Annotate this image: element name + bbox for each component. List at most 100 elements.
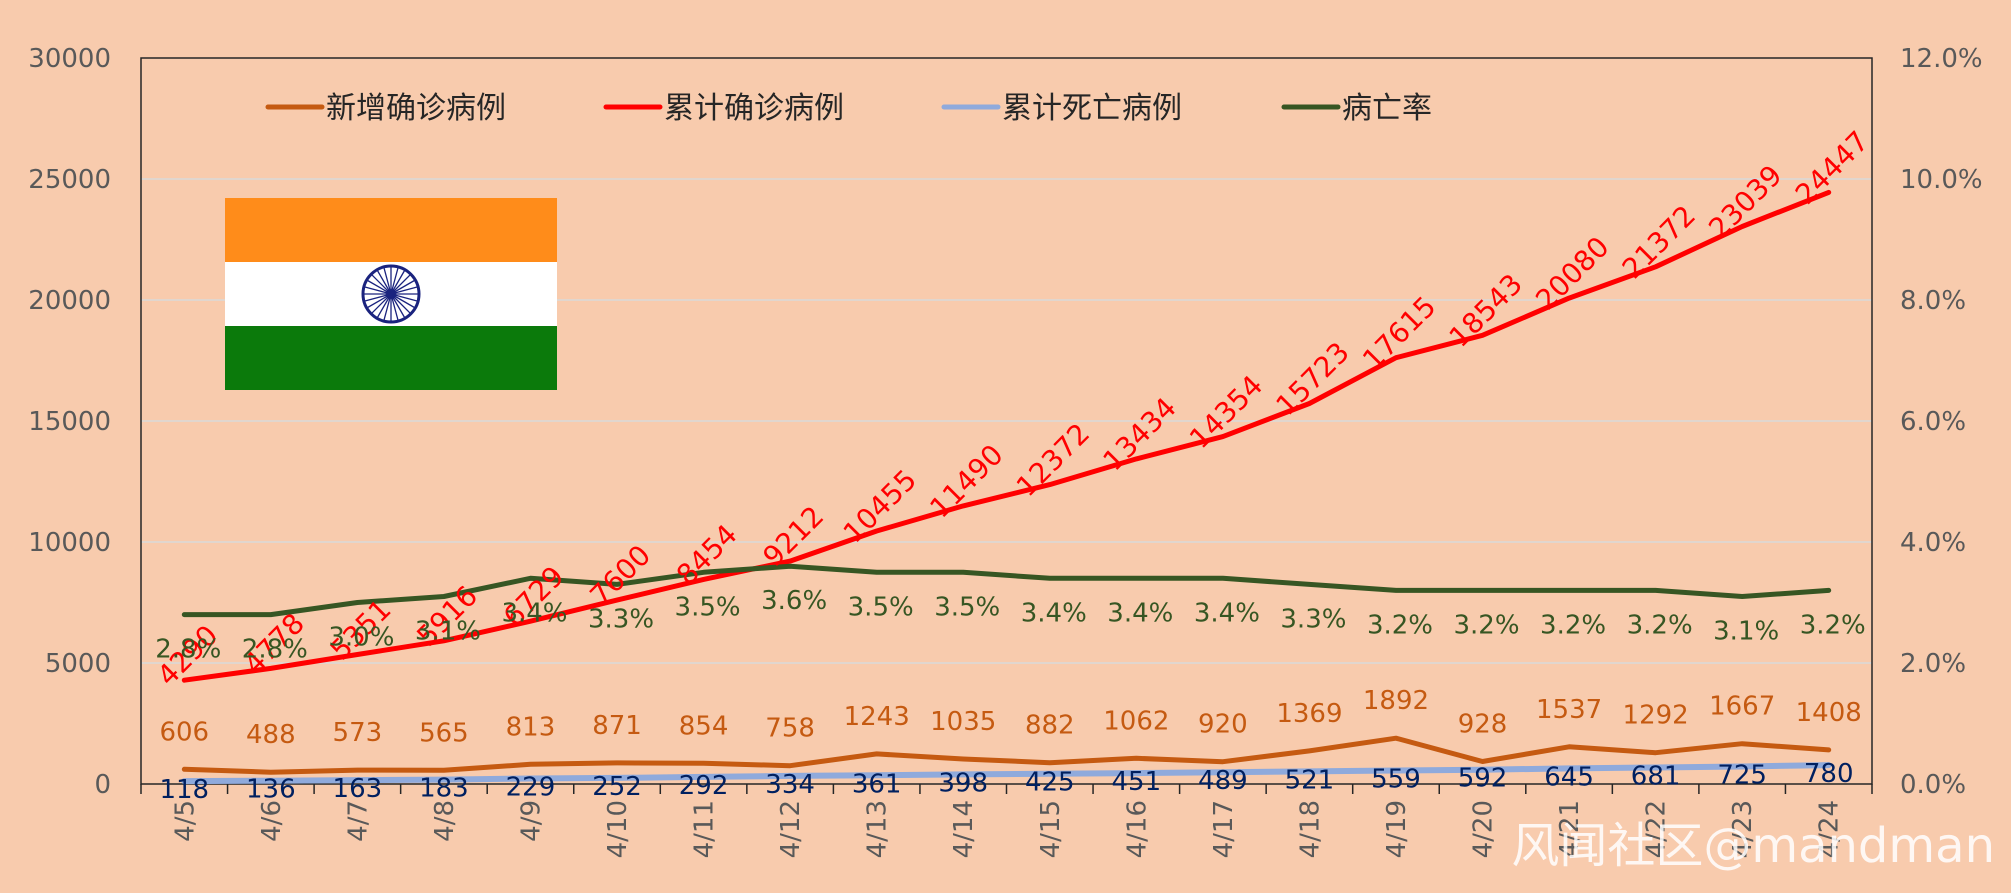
x-tick-label: 4/23 — [1728, 800, 1758, 858]
data-label-fatality-rate: 3.3% — [1280, 604, 1346, 634]
data-label-new-cases: 758 — [765, 714, 815, 744]
data-label-new-cases: 1408 — [1796, 698, 1862, 728]
data-label-fatality-rate: 3.2% — [1453, 610, 1519, 640]
x-tick-label: 4/18 — [1295, 800, 1325, 858]
data-label-fatality-rate: 3.6% — [761, 586, 827, 616]
x-tick-label: 4/22 — [1642, 800, 1672, 858]
data-label-cumulative-deaths: 229 — [506, 772, 556, 802]
data-label-new-cases: 488 — [246, 720, 296, 750]
data-label-fatality-rate: 3.2% — [1540, 610, 1606, 640]
y-left-tick-label: 20000 — [28, 286, 111, 316]
axes: 0 0.0% 5000 2.0% 10000 4.0% 15000 6.0% 20000 8.0%… — [28, 44, 1982, 858]
data-label-new-cases: 565 — [419, 718, 469, 748]
data-label-fatality-rate: 3.2% — [1800, 610, 1866, 640]
data-label-cumulative-deaths: 780 — [1804, 759, 1854, 789]
data-label-fatality-rate: 3.3% — [588, 604, 654, 634]
data-label-new-cases: 1292 — [1623, 701, 1689, 731]
x-tick-label: 4/16 — [1122, 800, 1152, 858]
data-label-cumulative-deaths: 118 — [159, 775, 209, 805]
data-label-fatality-rate: 3.1% — [415, 616, 481, 646]
x-tick-label: 4/5 — [170, 800, 200, 842]
chakra-hub — [386, 289, 396, 299]
data-label-cumulative-deaths: 334 — [765, 770, 815, 800]
data-label-new-cases: 920 — [1198, 710, 1248, 740]
india-flag — [225, 198, 557, 390]
series-line-cumulative-deaths — [181, 762, 1832, 785]
y-left-tick-label: 10000 — [28, 528, 111, 558]
data-label-fatality-rate: 3.4% — [1194, 598, 1260, 628]
y-right-tick-label: 2.0% — [1900, 649, 1966, 679]
x-tick-label: 4/8 — [430, 800, 460, 842]
x-tick-label: 4/21 — [1555, 800, 1585, 858]
x-tick-label: 4/24 — [1815, 800, 1845, 858]
legend-label-new-cases: 新增确诊病例 — [326, 91, 506, 126]
data-label-cumulative-deaths: 136 — [246, 775, 296, 805]
data-label-fatality-rate: 3.4% — [1107, 598, 1173, 628]
data-label-new-cases: 573 — [333, 718, 383, 748]
y-right-tick-label: 12.0% — [1900, 44, 1983, 74]
data-label-cumulative-deaths: 521 — [1285, 765, 1335, 795]
data-label-fatality-rate: 3.5% — [675, 592, 741, 622]
data-label-new-cases: 1243 — [844, 702, 910, 732]
data-label-fatality-rate: 3.4% — [1021, 598, 1087, 628]
data-label-fatality-rate: 2.8% — [155, 635, 221, 665]
data-label-fatality-rate: 3.0% — [328, 623, 394, 653]
x-tick-label: 4/7 — [343, 800, 373, 842]
data-label-cumulative-deaths: 681 — [1631, 762, 1681, 792]
data-label-fatality-rate: 3.4% — [501, 598, 567, 628]
data-label-cumulative-deaths: 398 — [938, 768, 988, 798]
data-label-fatality-rate: 3.2% — [1367, 610, 1433, 640]
data-label-cumulative-deaths: 645 — [1544, 762, 1594, 792]
data-label-cumulative-deaths: 559 — [1371, 764, 1421, 794]
x-tick-label: 4/17 — [1209, 800, 1239, 858]
data-label-new-cases: 1369 — [1276, 699, 1342, 729]
x-tick-label: 4/19 — [1382, 800, 1412, 858]
data-label-fatality-rate: 3.5% — [934, 592, 1000, 622]
data-label-cumulative-deaths: 725 — [1717, 760, 1767, 790]
x-tick-label: 4/15 — [1036, 800, 1066, 858]
x-tick-label: 4/10 — [603, 800, 633, 858]
legend-label-cumulative-cases: 累计确诊病例 — [664, 91, 844, 126]
data-label-cumulative-deaths: 361 — [852, 769, 902, 799]
y-left-tick-label: 5000 — [45, 649, 111, 679]
y-right-tick-label: 0.0% — [1900, 770, 1966, 800]
flag-saffron-band — [225, 198, 557, 262]
y-left-tick-label: 25000 — [28, 165, 111, 195]
series-lines — [181, 189, 1832, 785]
data-label-cumulative-deaths: 252 — [592, 772, 642, 802]
data-label-new-cases: 813 — [506, 712, 556, 742]
series-line-fatality-rate — [181, 563, 1832, 618]
series-line-cumulative-cases — [181, 189, 1832, 683]
data-label-new-cases: 1892 — [1363, 686, 1429, 716]
data-label-new-cases: 882 — [1025, 711, 1075, 741]
data-label-fatality-rate: 2.8% — [242, 635, 308, 665]
data-label-cumulative-deaths: 592 — [1458, 764, 1508, 794]
data-label-cumulative-deaths: 451 — [1112, 767, 1162, 797]
x-tick-label: 4/20 — [1469, 800, 1499, 858]
data-label-fatality-rate: 3.2% — [1627, 610, 1693, 640]
flag-green-band — [225, 326, 557, 390]
x-tick-label: 4/14 — [949, 800, 979, 858]
y-right-tick-label: 4.0% — [1900, 528, 1966, 558]
data-label-new-cases: 1035 — [930, 707, 996, 737]
data-label-new-cases: 1062 — [1103, 706, 1169, 736]
legend-label-fatality-rate: 病亡率 — [1342, 91, 1432, 126]
y-right-tick-label: 6.0% — [1900, 407, 1966, 437]
x-tick-label: 4/11 — [690, 800, 720, 858]
y-right-tick-label: 10.0% — [1900, 165, 1983, 195]
x-tick-label: 4/12 — [776, 800, 806, 858]
data-label-new-cases: 1537 — [1536, 695, 1602, 725]
data-label-new-cases: 928 — [1458, 710, 1508, 740]
data-label-fatality-rate: 3.5% — [848, 592, 914, 622]
data-label-new-cases: 871 — [592, 711, 642, 741]
x-tick-label: 4/9 — [516, 800, 546, 842]
x-tick-label: 4/6 — [257, 800, 287, 842]
data-label-cumulative-deaths: 183 — [419, 774, 469, 804]
data-label-cumulative-deaths: 292 — [679, 771, 729, 801]
data-label-new-cases: 854 — [679, 711, 729, 741]
data-label-cumulative-deaths: 489 — [1198, 766, 1248, 796]
data-label-fatality-rate: 3.1% — [1713, 616, 1779, 646]
